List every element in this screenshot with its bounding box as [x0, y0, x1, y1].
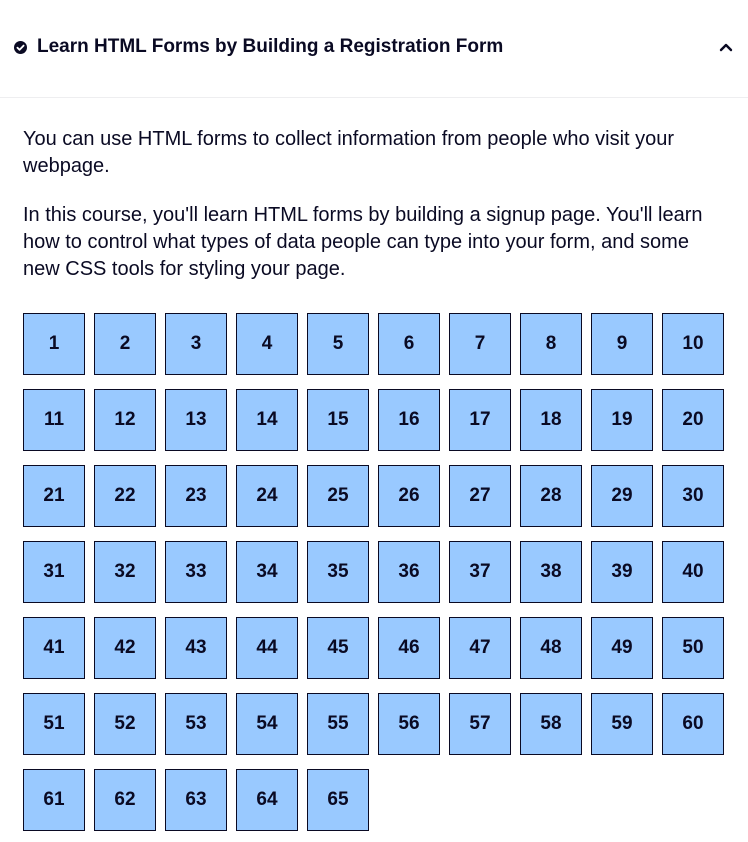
chevron-up-icon[interactable] [719, 42, 733, 52]
step-button[interactable]: 35 [307, 541, 369, 603]
step-button[interactable]: 11 [23, 389, 85, 451]
step-button[interactable]: 52 [94, 693, 156, 755]
check-circle-icon [14, 41, 27, 54]
step-button[interactable]: 29 [591, 465, 653, 527]
step-button[interactable]: 49 [591, 617, 653, 679]
step-button[interactable]: 22 [94, 465, 156, 527]
course-description-1: You can use HTML forms to collect inform… [23, 128, 675, 177]
step-button[interactable]: 45 [307, 617, 369, 679]
step-button[interactable]: 12 [94, 389, 156, 451]
step-button[interactable]: 28 [520, 465, 582, 527]
course-title[interactable]: Learn HTML Forms by Building a Registrat… [37, 36, 504, 57]
step-button[interactable]: 23 [165, 465, 227, 527]
step-button[interactable]: 48 [520, 617, 582, 679]
step-button[interactable]: 10 [662, 313, 724, 375]
step-button[interactable]: 21 [23, 465, 85, 527]
step-button[interactable]: 39 [591, 541, 653, 603]
step-button[interactable]: 37 [449, 541, 511, 603]
step-button[interactable]: 19 [591, 389, 653, 451]
step-button[interactable]: 27 [449, 465, 511, 527]
step-button[interactable]: 62 [94, 769, 156, 831]
step-button[interactable]: 31 [23, 541, 85, 603]
step-button[interactable]: 46 [378, 617, 440, 679]
step-button[interactable]: 6 [378, 313, 440, 375]
course-description-2: In this course, you'll learn HTML forms … [23, 204, 703, 280]
step-button[interactable]: 15 [307, 389, 369, 451]
step-button[interactable]: 61 [23, 769, 85, 831]
step-button[interactable]: 14 [236, 389, 298, 451]
step-button[interactable]: 55 [307, 693, 369, 755]
step-button[interactable]: 53 [165, 693, 227, 755]
step-button[interactable]: 47 [449, 617, 511, 679]
step-button[interactable]: 60 [662, 693, 724, 755]
step-button[interactable]: 26 [378, 465, 440, 527]
step-button[interactable]: 8 [520, 313, 582, 375]
step-button[interactable]: 41 [23, 617, 85, 679]
step-button[interactable]: 34 [236, 541, 298, 603]
step-button[interactable]: 1 [23, 313, 85, 375]
step-button[interactable]: 43 [165, 617, 227, 679]
step-button[interactable]: 40 [662, 541, 724, 603]
course-header[interactable]: Learn HTML Forms by Building a Registrat… [0, 0, 748, 98]
step-button[interactable]: 42 [94, 617, 156, 679]
step-button[interactable]: 63 [165, 769, 227, 831]
step-button[interactable]: 9 [591, 313, 653, 375]
step-button[interactable]: 7 [449, 313, 511, 375]
step-button[interactable]: 38 [520, 541, 582, 603]
step-button[interactable]: 58 [520, 693, 582, 755]
step-button[interactable]: 5 [307, 313, 369, 375]
step-button[interactable]: 57 [449, 693, 511, 755]
step-button[interactable]: 25 [307, 465, 369, 527]
step-button[interactable]: 65 [307, 769, 369, 831]
step-button[interactable]: 2 [94, 313, 156, 375]
step-button[interactable]: 33 [165, 541, 227, 603]
step-button[interactable]: 36 [378, 541, 440, 603]
step-button[interactable]: 17 [449, 389, 511, 451]
step-button[interactable]: 4 [236, 313, 298, 375]
step-button[interactable]: 18 [520, 389, 582, 451]
step-button[interactable]: 59 [591, 693, 653, 755]
step-button[interactable]: 24 [236, 465, 298, 527]
step-button[interactable]: 32 [94, 541, 156, 603]
step-button[interactable]: 50 [662, 617, 724, 679]
step-button[interactable]: 64 [236, 769, 298, 831]
step-button[interactable]: 56 [378, 693, 440, 755]
step-button[interactable]: 30 [662, 465, 724, 527]
step-grid: 1 2 3 4 5 6 7 8 9 10 11 12 13 14 15 16 17 18 19 20 21 22 23 24 2… [23, 313, 724, 831]
step-button[interactable]: 16 [378, 389, 440, 451]
step-button[interactable]: 13 [165, 389, 227, 451]
step-button[interactable]: 3 [165, 313, 227, 375]
step-button[interactable]: 20 [662, 389, 724, 451]
step-button[interactable]: 51 [23, 693, 85, 755]
step-button[interactable]: 44 [236, 617, 298, 679]
step-button[interactable]: 54 [236, 693, 298, 755]
